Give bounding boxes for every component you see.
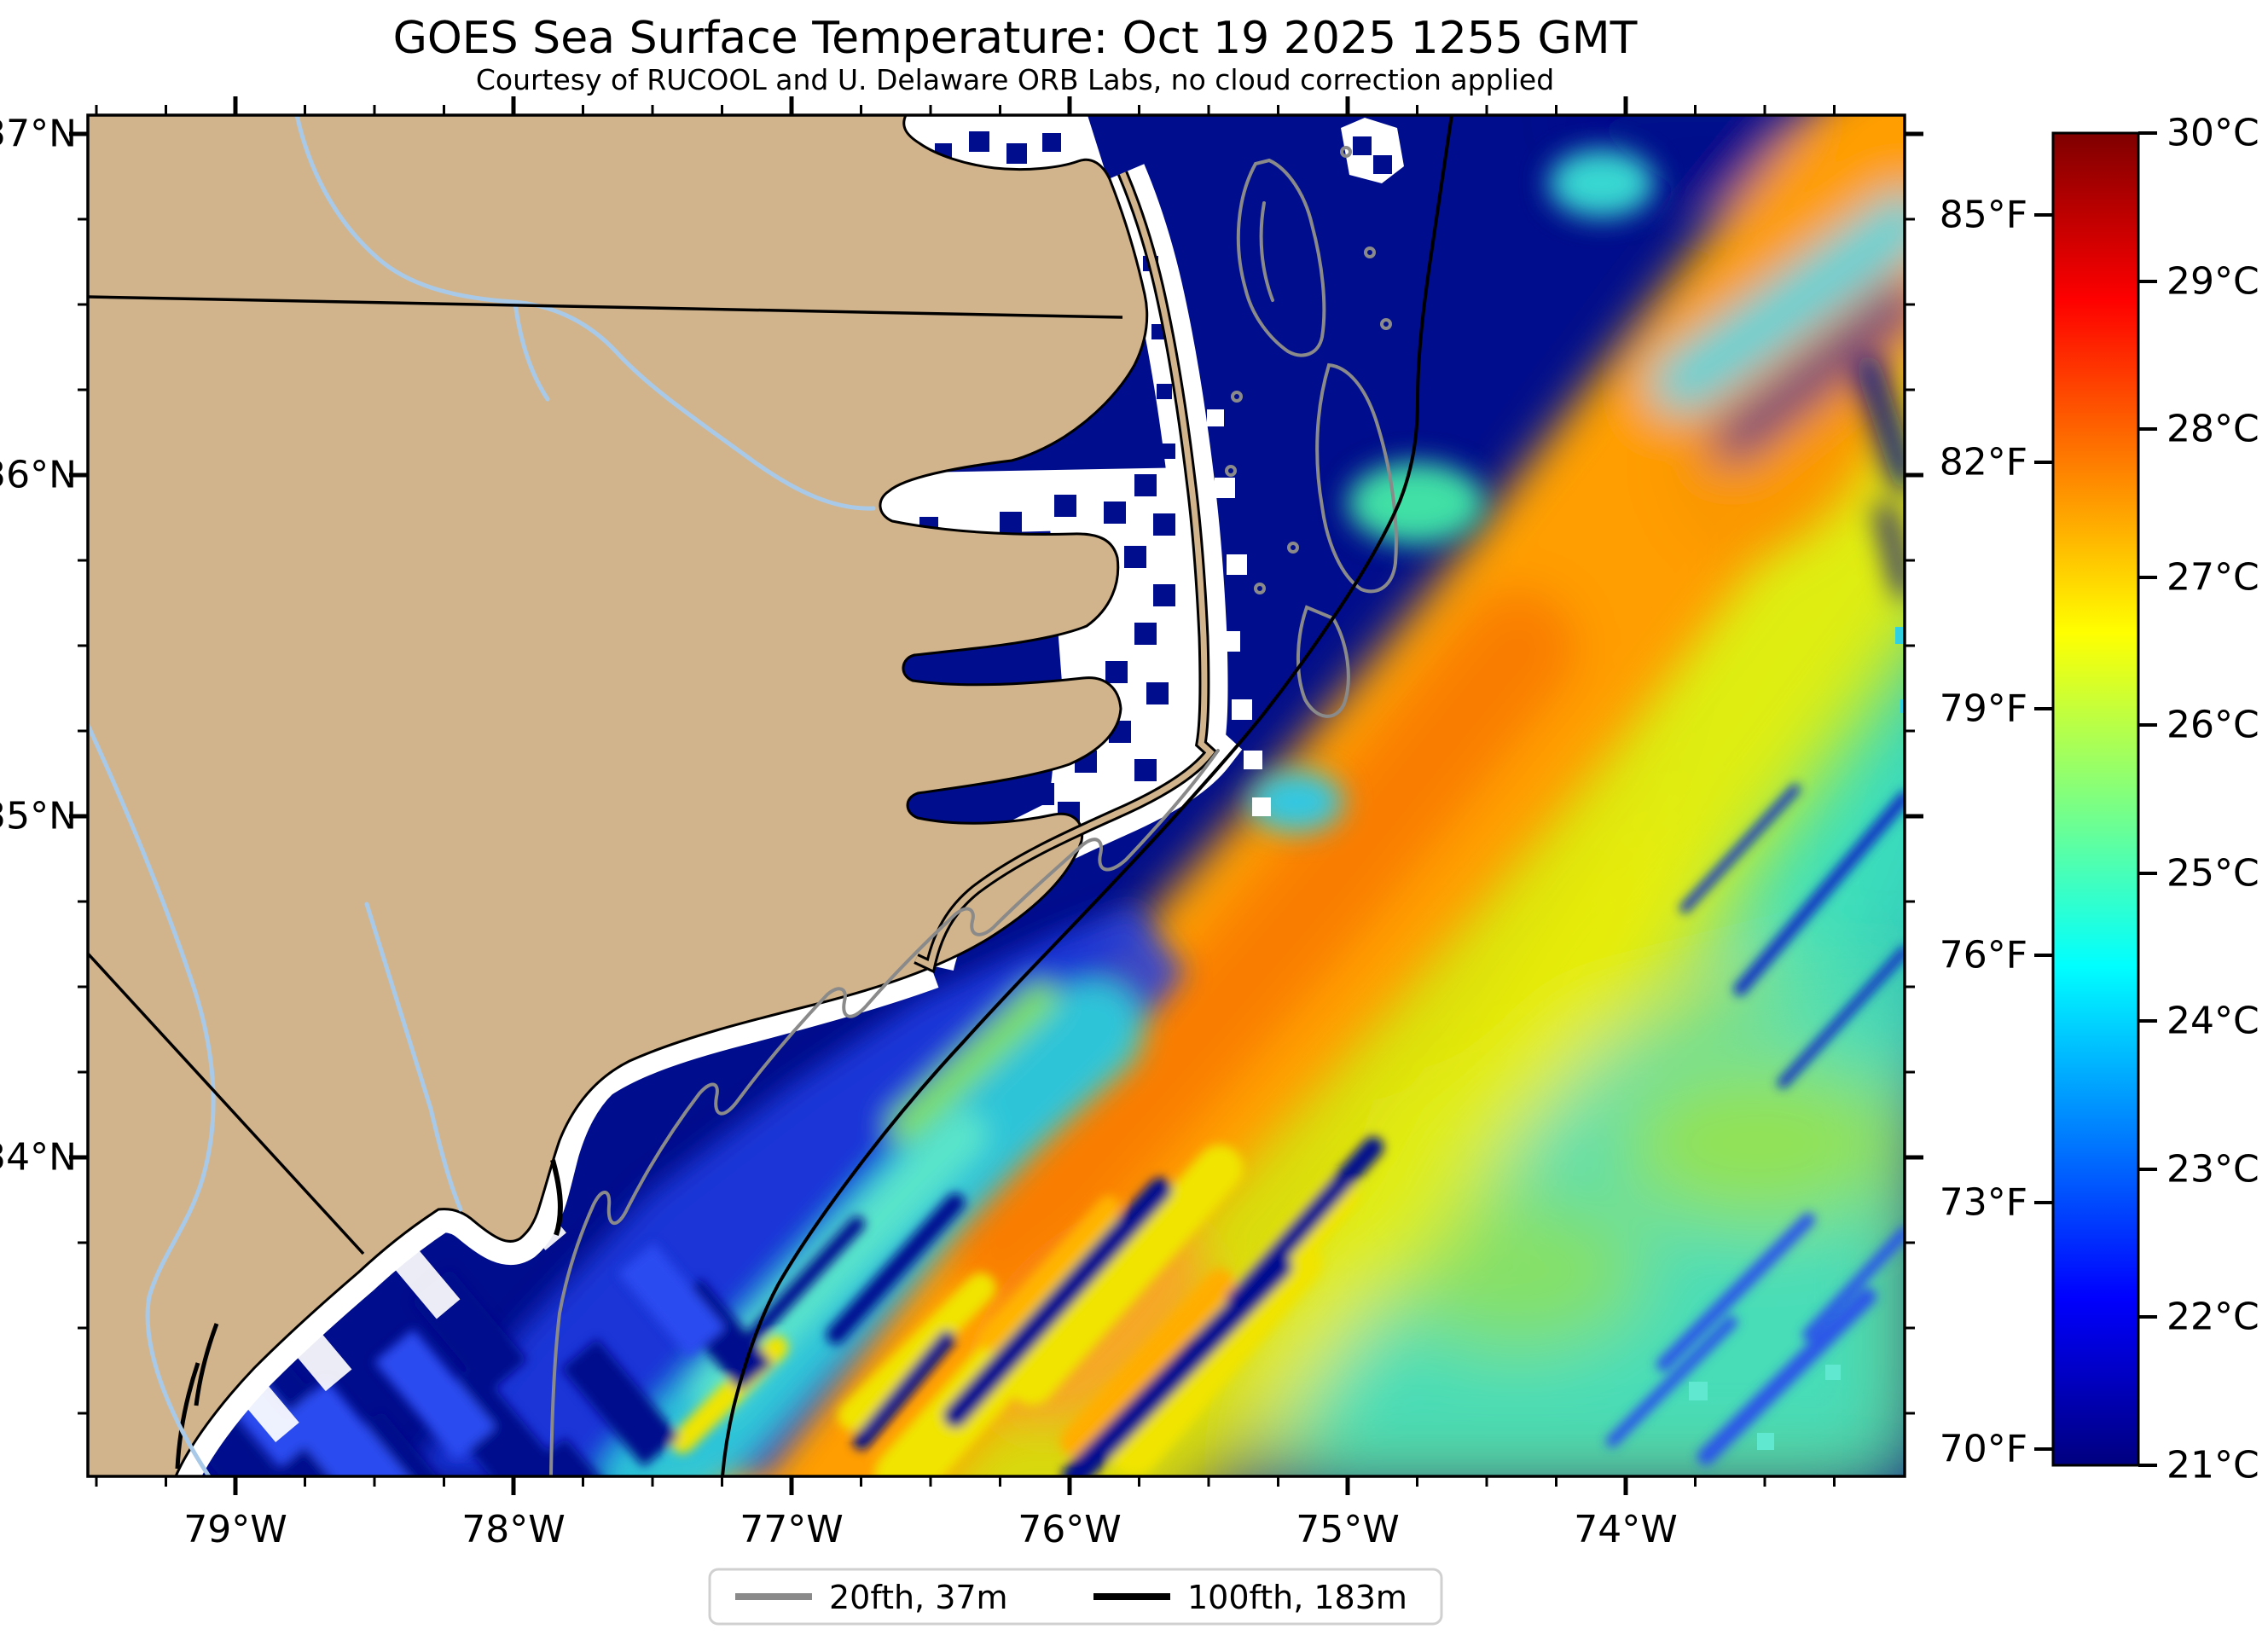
- state-border-va-nc: [88, 295, 1123, 319]
- legend-entry-20fathom: 20fth, 37m: [735, 1579, 1008, 1616]
- celsius-tick-label: 24°C: [2166, 1000, 2259, 1043]
- fahrenheit-tick-label: 76°F: [1940, 934, 2027, 977]
- legend-label-20fathom: 20fth, 37m: [829, 1579, 1008, 1616]
- map-plot: [88, 115, 1905, 1476]
- legend-label-100fathom: 100fth, 183m: [1187, 1579, 1407, 1616]
- lat-tick-label: 35°N: [0, 795, 77, 838]
- depth-contour-20fathom: [549, 146, 1398, 1476]
- fahrenheit-tick-label: 70°F: [1940, 1428, 2027, 1471]
- state-border-nc-sc: [88, 952, 365, 1255]
- river-tributary: [513, 301, 550, 402]
- sst-cloud-streaks: [171, 784, 1905, 1476]
- legend: 20fth, 37m 100fth, 183m: [708, 1568, 1443, 1626]
- lon-tick-label: 77°W: [740, 1508, 844, 1551]
- lat-tick-label: 34°N: [0, 1136, 77, 1180]
- legend-box: [708, 1568, 1443, 1626]
- colorbar-border: [2051, 131, 2140, 1467]
- celsius-tick-label: 29°C: [2166, 260, 2259, 304]
- celsius-tick-label: 23°C: [2166, 1148, 2259, 1191]
- figure-title: GOES Sea Surface Temperature: Oct 19 202…: [393, 13, 1638, 64]
- lon-tick-label: 79°W: [183, 1508, 287, 1551]
- celsius-tick-label: 25°C: [2166, 852, 2259, 896]
- fahrenheit-tick-label: 79°F: [1940, 687, 2027, 731]
- figure-subtitle: Courtesy of RUCOOL and U. Delaware ORB L…: [476, 63, 1554, 96]
- colorbar-fahrenheit-labels: 85°F 82°F 79°F 76°F 73°F 70°F: [1940, 194, 2027, 1471]
- celsius-tick-label: 21°C: [2166, 1444, 2259, 1487]
- river-cape-fear: [364, 902, 463, 1212]
- lon-tick-label: 76°W: [1018, 1508, 1122, 1551]
- legend-entry-100fathom: 100fth, 183m: [1093, 1579, 1407, 1616]
- fahrenheit-tick-label: 85°F: [1940, 194, 2027, 237]
- fahrenheit-tick-label: 82°F: [1940, 441, 2027, 484]
- river-roanoke: [294, 115, 876, 511]
- river-peedee: [88, 722, 216, 1476]
- celsius-tick-label: 28°C: [2166, 408, 2259, 451]
- barrier-islands: [175, 171, 1218, 1470]
- lat-tick-label: 37°N: [0, 113, 77, 156]
- celsius-tick-label: 27°C: [2166, 556, 2259, 600]
- celsius-tick-label: 30°C: [2166, 112, 2259, 155]
- celsius-tick-label: 22°C: [2166, 1296, 2259, 1339]
- axis-tick-labels: 79°W 78°W 77°W 76°W 75°W 74°W 37°N 36°N …: [0, 113, 1678, 1552]
- colorbar-celsius-labels: 30°C 29°C 28°C 27°C 26°C 25°C 24°C 23°C …: [2166, 112, 2259, 1487]
- lon-tick-label: 78°W: [461, 1508, 566, 1551]
- colorbar-ticks: [2034, 131, 2157, 1467]
- lon-tick-label: 75°W: [1296, 1508, 1400, 1551]
- map-border: [86, 113, 1906, 1478]
- axis-ticks: [69, 96, 1923, 1495]
- rivers: [88, 115, 876, 1476]
- lon-tick-label: 74°W: [1574, 1508, 1678, 1551]
- colorbar: 30°C 29°C 28°C 27°C 26°C 25°C 24°C 23°C …: [1940, 112, 2259, 1487]
- lat-tick-label: 36°N: [0, 454, 77, 497]
- depth-contour-100fathom: [721, 115, 1453, 1476]
- colorbar-gradient: [2053, 133, 2138, 1465]
- fahrenheit-tick-label: 73°F: [1940, 1181, 2027, 1225]
- land-mass: [88, 115, 1149, 1476]
- celsius-tick-label: 26°C: [2166, 704, 2259, 747]
